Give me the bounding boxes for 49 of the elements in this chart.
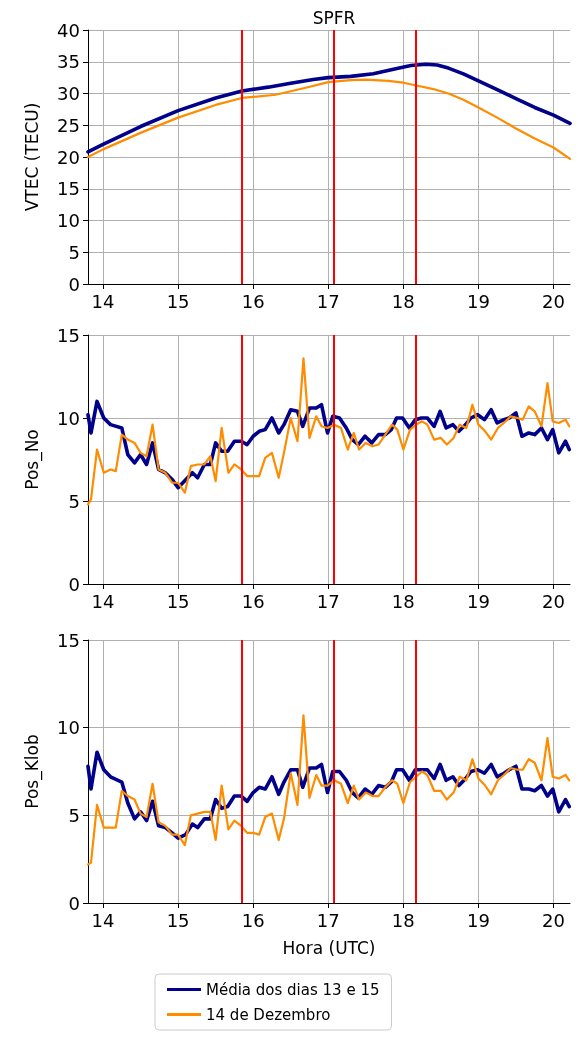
y-tick-label: 20 <box>57 146 80 168</box>
y-tick-label: 10 <box>57 407 80 429</box>
y-tick-label: 40 <box>57 19 80 41</box>
x-tick-label: 18 <box>391 909 415 931</box>
legend-label: 14 de Dezembro <box>206 1005 331 1024</box>
x-axis-title: Hora (UTC) <box>282 937 376 958</box>
y-axis-title: VTEC (TECU) <box>21 102 42 212</box>
line-series <box>86 714 571 866</box>
y-tick-label: 25 <box>57 114 80 136</box>
legend-label: Média dos dias 13 e 15 <box>206 980 380 999</box>
x-tick-label: 17 <box>316 909 340 931</box>
x-tick-label: 14 <box>91 590 115 612</box>
y-tick-label: 15 <box>57 324 80 346</box>
line-series <box>86 78 572 161</box>
y-tick-label: 5 <box>68 490 80 512</box>
y-tick-label: 5 <box>68 241 80 263</box>
x-tick-label: 15 <box>166 590 190 612</box>
x-tick-label: 19 <box>466 909 490 931</box>
y-tick-label: 15 <box>57 629 80 651</box>
line-series <box>86 62 572 154</box>
x-tick-label: 20 <box>542 590 565 612</box>
x-tick-label: 16 <box>241 290 265 312</box>
y-tick-label: 0 <box>68 273 80 295</box>
chart-title: SPFR <box>312 7 356 28</box>
x-tick-label: 17 <box>316 290 340 312</box>
y-axis-title: Pos_No <box>21 429 43 490</box>
x-tick-label: 19 <box>466 590 490 612</box>
y-tick-label: 10 <box>57 717 80 739</box>
x-tick-label: 16 <box>241 590 265 612</box>
x-tick-label: 20 <box>542 290 565 312</box>
x-tick-label: 16 <box>241 909 265 931</box>
x-tick-label: 14 <box>91 909 115 931</box>
x-tick-label: 18 <box>391 590 415 612</box>
x-tick-label: 14 <box>91 290 115 312</box>
y-tick-label: 30 <box>57 83 80 104</box>
y-axis-title: Pos_Klob <box>21 734 43 809</box>
x-tick-label: 15 <box>166 290 190 312</box>
x-tick-label: 15 <box>166 909 190 931</box>
y-tick-label: 15 <box>57 178 80 200</box>
y-tick-label: 10 <box>57 210 80 231</box>
x-tick-label: 17 <box>316 590 340 612</box>
y-tick-label: 5 <box>68 804 80 826</box>
x-tick-label: 20 <box>542 909 565 931</box>
x-tick-label: 19 <box>466 290 490 312</box>
line-series <box>86 357 571 506</box>
y-tick-label: 0 <box>68 892 80 914</box>
y-tick-label: 35 <box>57 51 80 73</box>
y-tick-label: 0 <box>68 573 80 595</box>
x-tick-label: 18 <box>391 290 415 312</box>
